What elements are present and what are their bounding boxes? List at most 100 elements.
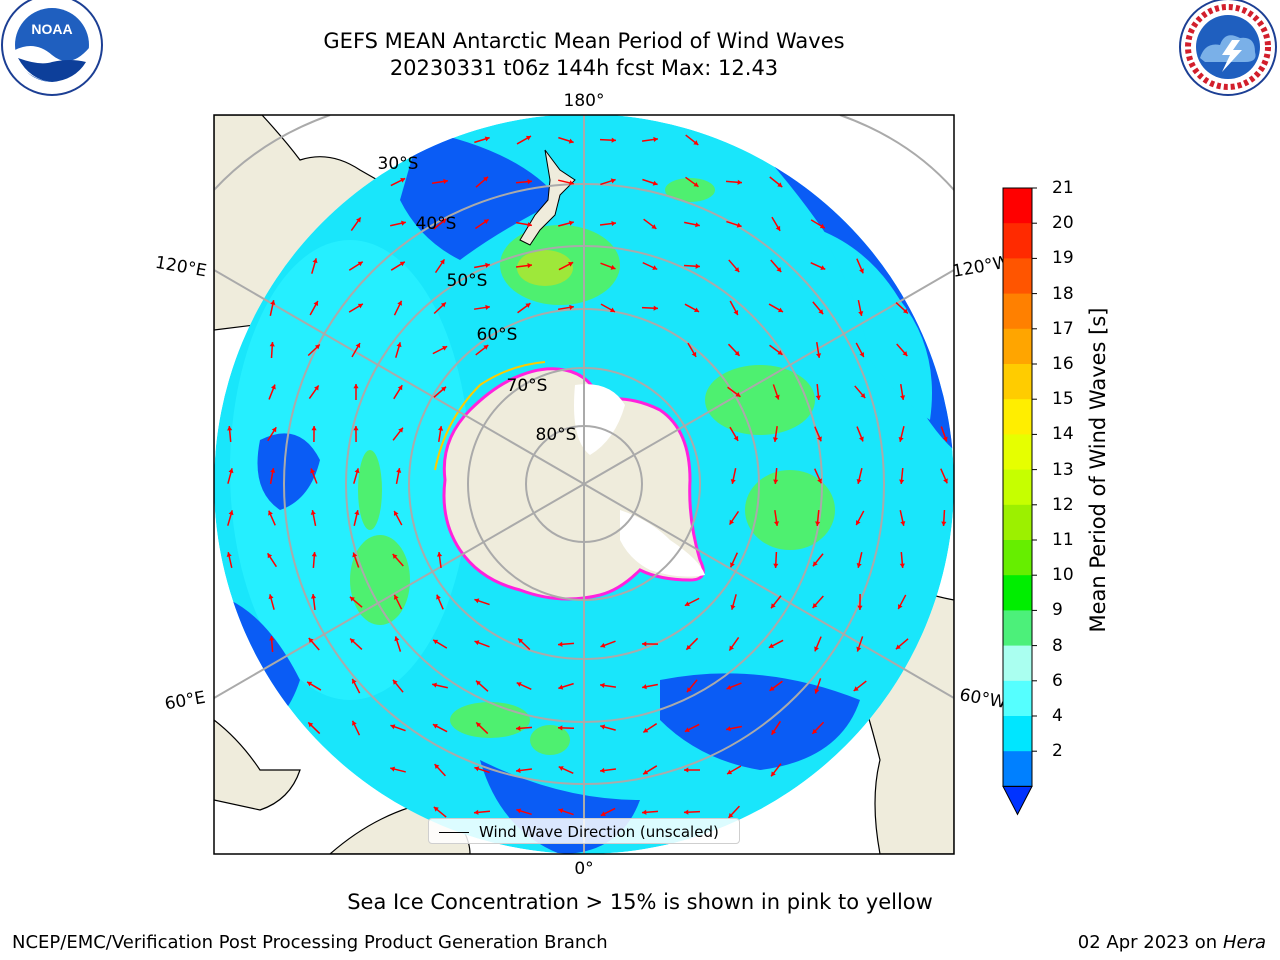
wind-wave-arrowhead	[817, 436, 822, 442]
madagascar-land	[214, 719, 301, 811]
wind-wave-arrowhead	[733, 310, 739, 316]
wind-wave-arrowhead	[943, 478, 948, 484]
wind-wave-arrowhead	[516, 808, 522, 814]
wind-wave-arrowhead	[568, 220, 574, 226]
wind-wave-arrowhead	[857, 605, 863, 610]
wind-wave-arrowhead	[308, 722, 314, 728]
wind-wave-arrowhead	[355, 343, 361, 349]
wind-wave-arrowhead	[516, 725, 521, 731]
wind-wave-arrowhead	[610, 264, 616, 270]
wind-wave-arrowhead	[693, 182, 699, 187]
wind-wave-arrowhead	[611, 220, 616, 227]
wind-wave-arrowhead	[902, 351, 908, 356]
wind-wave-arrowhead	[642, 641, 647, 647]
wind-wave-arrowhead	[310, 594, 317, 599]
wind-wave-arrowhead	[727, 769, 733, 775]
wind-wave-arrowhead	[352, 720, 357, 726]
colorbar-segment	[1003, 504, 1032, 541]
wind-wave-arrowhead	[737, 179, 742, 185]
colorbar	[1002, 187, 1037, 816]
wind-wave-arrowhead	[600, 642, 606, 648]
wind-wave-arrowhead	[485, 262, 490, 268]
wind-wave-arrowhead	[401, 220, 406, 226]
wind-wave-arrowhead	[270, 468, 276, 473]
wind-wave-arrowhead	[728, 812, 734, 818]
wind-wave-arrowhead	[357, 303, 363, 309]
wind-wave-arrowhead	[474, 766, 480, 772]
colorbar-segment	[1003, 469, 1032, 506]
wind-wave-arrowhead	[307, 681, 313, 687]
wind-wave-arrowhead	[356, 217, 361, 223]
wind-wave-arrowhead	[485, 304, 490, 310]
footer-credit: NCEP/EMC/Verification Post Processing Pr…	[12, 932, 608, 953]
wind-wave-arrowhead	[439, 259, 445, 265]
wind-wave-arrowhead	[942, 436, 948, 442]
colorbar-segment	[1003, 188, 1032, 224]
wind-wave-arrowhead	[436, 594, 441, 600]
wind-wave-arrowhead	[853, 686, 859, 691]
wind-wave-arrowhead	[695, 222, 700, 228]
wind-wave-arrowhead	[691, 351, 697, 357]
wind-wave-arrowhead	[897, 604, 903, 610]
wind-wave-arrowhead	[270, 384, 276, 390]
wind-wave-arrows	[226, 134, 948, 819]
wind-wave-arrowhead	[357, 261, 363, 267]
graticule	[214, 115, 954, 854]
lat-label-80s: 80°S	[536, 425, 577, 445]
wind-wave-arrowhead	[311, 426, 317, 431]
colorbar-tick-label: 18	[1052, 283, 1074, 304]
colorbar-segment	[1003, 716, 1032, 752]
wind-wave-arrowhead	[397, 385, 403, 391]
wind-wave-arrowhead	[443, 178, 448, 184]
wind-wave-arrowhead	[653, 136, 658, 143]
colorbar-segment	[1003, 540, 1032, 576]
wind-wave-arrowhead	[227, 426, 233, 431]
wind-wave-arrowhead	[392, 679, 398, 685]
wind-wave-arrowhead	[394, 636, 400, 642]
wind-wave-arrowhead	[558, 641, 563, 647]
wind-wave-arrowhead	[610, 178, 616, 184]
wind-wave-arrowhead	[816, 353, 822, 358]
wind-wave-arrowhead	[390, 724, 396, 730]
wind-wave-arrowhead	[442, 346, 448, 351]
colorbar-tick-label: 17	[1052, 318, 1074, 339]
wind-wave-arrowhead	[642, 684, 647, 690]
wind-wave-arrowhead	[396, 342, 402, 348]
wind-wave-arrowhead	[518, 638, 524, 644]
wind-wave-arrowhead	[818, 309, 824, 315]
wind-wave-arrowhead	[726, 726, 731, 732]
wind-wave-arrowhead	[600, 724, 606, 730]
wind-wave-arrowhead	[600, 767, 605, 774]
wind-wave-arrowhead	[558, 766, 564, 771]
wind-wave-arrowhead	[812, 561, 818, 567]
wind-wave-arrowhead	[267, 553, 273, 559]
lat-label-70s: 70°S	[507, 376, 548, 396]
wind-wave-arrowhead	[525, 135, 531, 141]
wind-wave-arrowhead	[643, 727, 649, 733]
wind-wave-arrowhead	[900, 395, 906, 400]
chart-title: GEFS MEAN Antarctic Mean Period of Wind …	[323, 29, 845, 53]
wind-wave-arrowhead	[777, 307, 783, 313]
wind-wave-arrowhead	[353, 384, 359, 389]
wind-wave-arrowhead	[516, 682, 522, 687]
wind-wave-arrowhead	[268, 510, 273, 516]
wind-wave-arrowhead	[600, 682, 605, 689]
wind-wave-arrowhead	[483, 345, 489, 350]
wind-wave-arrowhead	[440, 302, 446, 308]
lat-label-40s: 40°S	[416, 214, 457, 234]
wind-wave-arrowhead	[392, 554, 398, 559]
colorbar-tick-label: 4	[1052, 706, 1063, 726]
wind-wave-arrowhead	[393, 510, 399, 516]
wind-wave-arrowhead	[772, 437, 779, 442]
wind-wave-arrowhead	[569, 180, 574, 186]
wind-wave-arrowhead	[476, 722, 482, 728]
colorbar-segment	[1003, 364, 1032, 400]
wind-wave-arrowhead	[856, 563, 862, 568]
wind-wave-arrowhead	[769, 686, 775, 691]
wind-wave-arrowhead	[433, 806, 439, 812]
noaa-logo: NOAA	[1, 0, 103, 96]
colorbar-segment	[1003, 434, 1032, 471]
wind-wave-arrowhead	[856, 479, 862, 484]
wind-wave-arrowhead	[271, 427, 277, 433]
